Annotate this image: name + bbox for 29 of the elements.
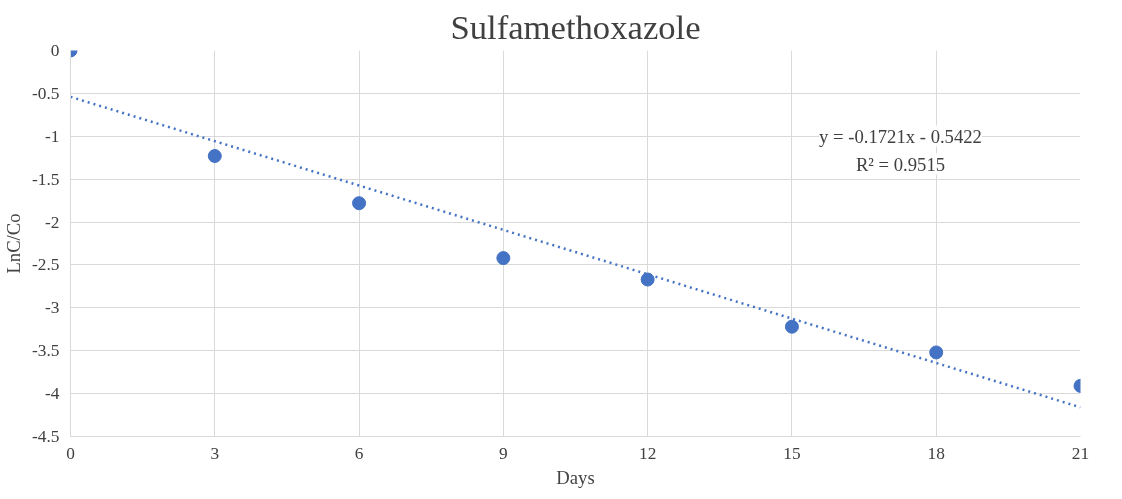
y-tick-label: 0 (50, 41, 60, 60)
x-tick-label: 9 (499, 443, 508, 463)
x-tick-label: 0 (66, 443, 75, 463)
point (352, 196, 367, 211)
point (929, 345, 944, 360)
y-tick-label: -1.5 (32, 169, 60, 189)
chart-title: Sulfamethoxazole (450, 7, 701, 46)
x-tick-label: 21 (1071, 443, 1090, 463)
point (784, 319, 799, 334)
y-tick-label: -2 (45, 212, 60, 232)
annotation: y = -0.1721x - 0.5422 (819, 125, 982, 147)
x-tick-label: 18 (927, 443, 945, 463)
y-tick-label: -3.5 (32, 341, 60, 361)
y-tick-label: -3 (45, 298, 60, 318)
annotation: R² = 0.9515 (855, 153, 946, 175)
x-tick-label: 6 (354, 443, 364, 463)
x-axis-title: Days (556, 466, 595, 488)
y-tick-label: -4.5 (32, 427, 60, 446)
y-tick-label: -2.5 (32, 255, 60, 275)
x-tick-label: 3 (210, 443, 220, 463)
point (496, 251, 511, 266)
y-tick-label: -0.5 (32, 83, 60, 103)
x-tick-label: 12 (638, 443, 657, 463)
point (207, 149, 222, 163)
x-tick-label: 15 (783, 443, 801, 463)
y-tick-label: -1 (45, 126, 60, 146)
y-axis-title: LnC/Co (3, 213, 25, 274)
y-tick-label: -4 (45, 384, 60, 404)
point (640, 272, 655, 287)
